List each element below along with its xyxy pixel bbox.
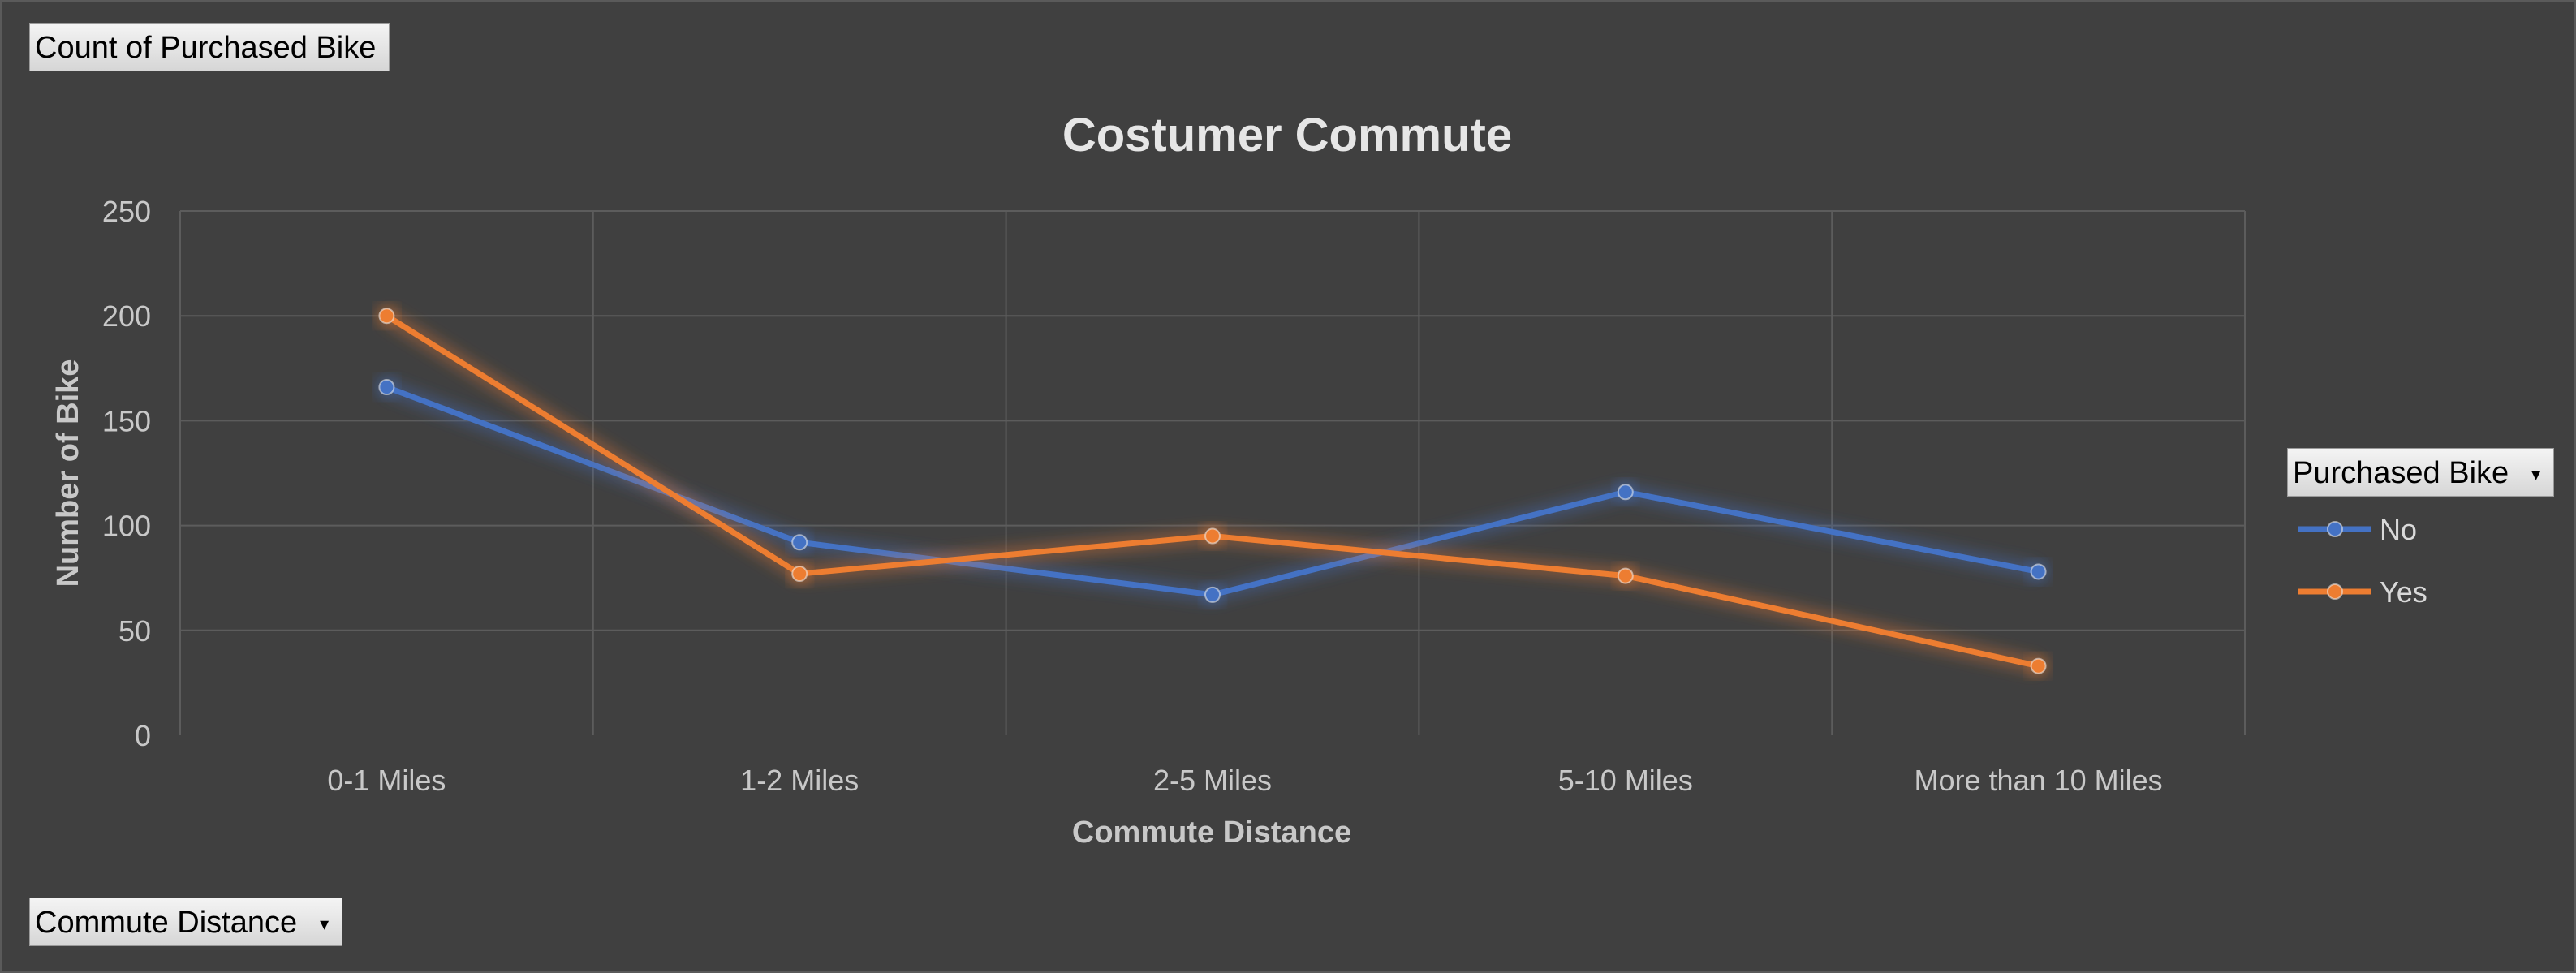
legend-marker xyxy=(2327,583,2343,600)
x-tick-label: 2-5 Miles xyxy=(1153,764,1272,797)
y-tick-label: 250 xyxy=(102,195,151,228)
legend-marker xyxy=(2327,521,2343,537)
y-tick-label: 0 xyxy=(135,719,151,752)
dropdown-arrow-icon[interactable]: ▾ xyxy=(320,913,330,934)
data-point xyxy=(791,566,808,583)
data-point xyxy=(378,308,395,325)
series-no xyxy=(376,377,2049,605)
y-axis-ticks: 0 50 100 150 200 250 xyxy=(102,195,151,752)
legend: No Yes xyxy=(2298,513,2427,609)
legend-label: Yes xyxy=(2380,575,2427,609)
data-point xyxy=(2030,657,2047,674)
gridlines xyxy=(179,210,2246,735)
series-group xyxy=(376,305,2049,677)
x-tick-label: 5-10 Miles xyxy=(1558,764,1693,797)
data-point xyxy=(2030,563,2047,580)
chart-title: Costumer Commute xyxy=(1062,109,1512,161)
data-point xyxy=(1617,484,1634,501)
axis-field-button[interactable]: Commute Distance ▾ xyxy=(29,898,343,946)
values-field-button[interactable]: Count of Purchased Bike xyxy=(29,23,390,71)
data-point xyxy=(1204,586,1221,603)
axis-field-label: Commute Distance xyxy=(35,906,298,940)
x-axis-title: Commute Distance xyxy=(1072,816,1351,850)
y-tick-label: 50 xyxy=(118,614,151,648)
x-tick-label: 1-2 Miles xyxy=(740,764,859,797)
data-point xyxy=(378,379,395,396)
data-point xyxy=(1617,567,1634,584)
series-yes xyxy=(376,305,2049,677)
y-axis-title: Number of Bike xyxy=(51,359,85,588)
legend-item-yes: Yes xyxy=(2298,575,2427,609)
legend-item-no: No xyxy=(2298,513,2417,546)
y-tick-label: 150 xyxy=(102,404,151,437)
series-glow xyxy=(384,381,2040,601)
data-point xyxy=(791,534,808,551)
legend-field-button[interactable]: Purchased Bike ▾ xyxy=(2287,448,2555,497)
x-tick-label: 0-1 Miles xyxy=(327,764,446,797)
legend-field-label: Purchased Bike xyxy=(2293,456,2509,490)
series-line xyxy=(385,313,2040,669)
x-axis-ticks: 0-1 Miles 1-2 Miles 2-5 Miles 5-10 Miles Mor… xyxy=(327,764,2162,797)
y-tick-label: 200 xyxy=(102,299,151,333)
series-line xyxy=(386,384,2040,598)
x-tick-label: More than 10 Miles xyxy=(1915,764,2163,797)
values-field-label: Count of Purchased Bike xyxy=(35,31,377,65)
data-point xyxy=(1204,527,1221,545)
y-tick-label: 100 xyxy=(102,510,151,543)
dropdown-arrow-icon[interactable]: ▾ xyxy=(2531,463,2541,484)
legend-label: No xyxy=(2380,513,2417,546)
